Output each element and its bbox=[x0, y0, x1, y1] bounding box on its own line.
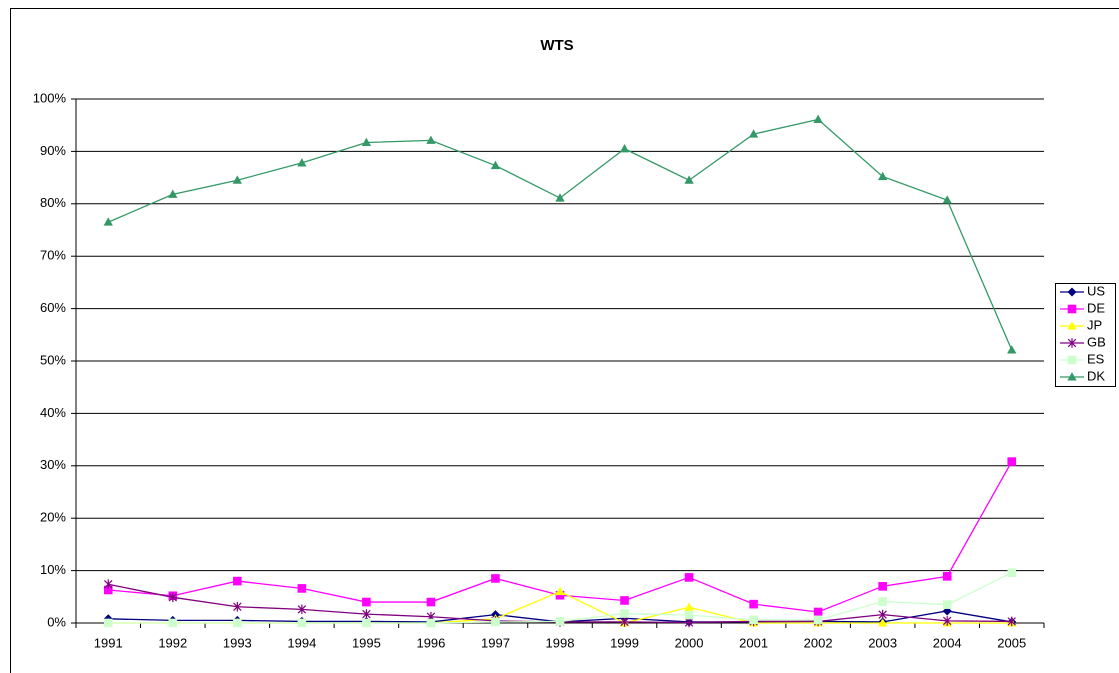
marker bbox=[878, 597, 887, 606]
marker bbox=[362, 597, 371, 607]
marker bbox=[878, 171, 888, 181]
marker bbox=[233, 618, 242, 628]
marker bbox=[1067, 287, 1077, 297]
marker bbox=[426, 618, 436, 628]
y-tick-label: 60% bbox=[40, 300, 66, 315]
legend-label: DE bbox=[1087, 300, 1105, 315]
marker bbox=[1007, 345, 1017, 354]
marker bbox=[813, 607, 823, 617]
marker bbox=[233, 576, 242, 586]
x-tick-label: 1999 bbox=[610, 635, 639, 650]
marker bbox=[103, 618, 113, 628]
x-tick-label: 2005 bbox=[997, 635, 1026, 650]
marker bbox=[684, 610, 694, 620]
y-tick-label: 0% bbox=[47, 614, 66, 629]
series bbox=[103, 568, 1017, 628]
y-tick-label: 40% bbox=[40, 405, 66, 420]
x-tick-label: 2001 bbox=[739, 635, 768, 650]
x-tick-label: 1994 bbox=[287, 635, 316, 650]
marker bbox=[555, 617, 565, 626]
marker bbox=[1007, 457, 1017, 466]
marker bbox=[619, 143, 630, 153]
x-tick-label: 2003 bbox=[868, 635, 897, 650]
marker bbox=[942, 572, 952, 581]
marker bbox=[168, 618, 178, 628]
y-tick-label: 90% bbox=[40, 143, 66, 158]
legend-label: DK bbox=[1087, 368, 1105, 383]
x-tick-label: 1992 bbox=[158, 635, 187, 650]
marker bbox=[942, 616, 952, 626]
marker bbox=[684, 573, 694, 582]
legend-label: JP bbox=[1087, 317, 1102, 332]
marker bbox=[1007, 616, 1016, 627]
marker bbox=[813, 615, 823, 625]
marker bbox=[1067, 338, 1077, 348]
y-tick-label: 80% bbox=[40, 195, 66, 210]
marker bbox=[555, 586, 565, 596]
marker bbox=[1067, 355, 1077, 365]
x-tick-label: 1993 bbox=[223, 635, 252, 650]
marker bbox=[878, 618, 888, 627]
marker bbox=[1067, 304, 1077, 314]
marker bbox=[620, 617, 629, 627]
marker bbox=[491, 574, 500, 583]
marker bbox=[748, 129, 759, 138]
legend-box bbox=[1055, 283, 1116, 387]
marker bbox=[168, 592, 178, 603]
marker bbox=[620, 609, 629, 618]
y-tick-label: 50% bbox=[40, 352, 66, 367]
y-tick-label: 70% bbox=[40, 248, 66, 263]
x-tick-label: 2002 bbox=[804, 635, 833, 650]
y-tick-label: 20% bbox=[40, 510, 66, 525]
y-tick-label: 30% bbox=[40, 457, 66, 472]
x-tick-label: 1998 bbox=[546, 635, 575, 650]
marker bbox=[297, 584, 307, 593]
marker bbox=[490, 160, 501, 170]
marker bbox=[361, 137, 372, 147]
x-tick-label: 2000 bbox=[675, 635, 704, 650]
marker bbox=[942, 606, 952, 616]
marker bbox=[749, 599, 758, 609]
marker bbox=[942, 195, 952, 204]
marker bbox=[1007, 568, 1017, 577]
marker bbox=[297, 158, 307, 167]
marker bbox=[168, 189, 178, 198]
y-tick-label: 10% bbox=[40, 562, 66, 577]
marker bbox=[684, 602, 694, 611]
marker bbox=[297, 618, 307, 628]
marker bbox=[555, 193, 565, 202]
marker bbox=[103, 217, 113, 226]
chart-title: WTS bbox=[540, 37, 573, 54]
legend-label: GB bbox=[1087, 334, 1106, 349]
marker bbox=[362, 609, 371, 619]
marker bbox=[491, 617, 500, 627]
marker bbox=[813, 114, 823, 123]
marker bbox=[749, 615, 758, 625]
marker bbox=[232, 175, 242, 184]
marker bbox=[426, 135, 436, 144]
marker bbox=[878, 609, 887, 620]
marker bbox=[620, 596, 629, 605]
marker bbox=[104, 579, 113, 590]
marker bbox=[942, 600, 952, 609]
marker bbox=[1067, 321, 1077, 330]
marker bbox=[1067, 372, 1077, 381]
x-tick-label: 1996 bbox=[416, 635, 445, 650]
marker bbox=[362, 618, 371, 628]
x-tick-label: 2004 bbox=[933, 635, 962, 650]
legend-label: ES bbox=[1087, 351, 1105, 366]
marker bbox=[878, 582, 887, 591]
legend-label: US bbox=[1087, 283, 1105, 298]
marker bbox=[426, 597, 436, 607]
marker bbox=[233, 601, 242, 612]
x-tick-label: 1997 bbox=[481, 635, 510, 650]
y-tick-label: 100% bbox=[33, 90, 67, 105]
x-tick-label: 1995 bbox=[352, 635, 381, 650]
series bbox=[103, 114, 1017, 354]
legend: US DE JP GB ES DK bbox=[1055, 283, 1116, 387]
x-tick-label: 1991 bbox=[94, 635, 123, 650]
marker bbox=[297, 604, 307, 615]
marker bbox=[684, 175, 694, 184]
